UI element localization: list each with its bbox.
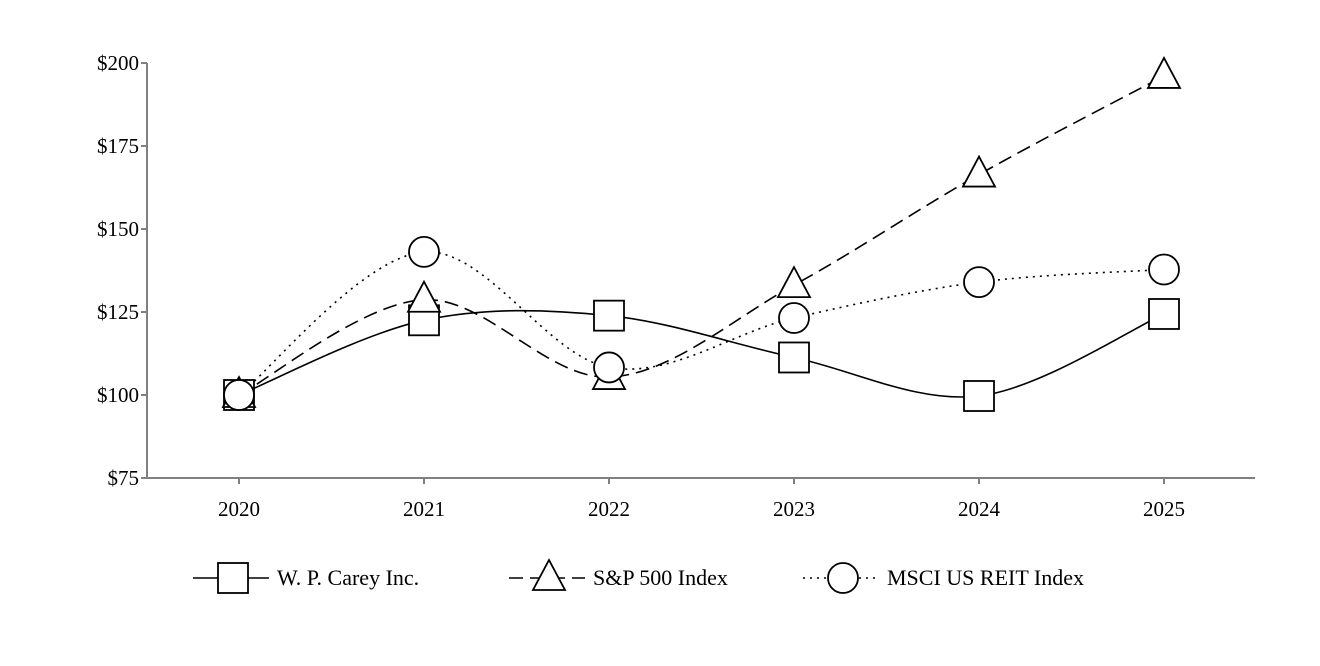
series-s-p-500-index (221, 56, 1182, 408)
x-tick-label: 2024 (958, 497, 1001, 521)
data-point-circle (593, 351, 625, 384)
x-tick-label: 2023 (773, 497, 815, 521)
series-line-w-p-carey-inc (238, 309, 1165, 398)
x-tick-label: 2020 (218, 497, 260, 521)
series-line-s-p-500-index (238, 75, 1165, 396)
data-point-square (778, 341, 810, 374)
x-tick-label: 2025 (1143, 497, 1185, 521)
data-point-circle (408, 236, 440, 268)
legend: W. P. Carey Inc. S&P 500 Index MSCI US REI… (193, 558, 1084, 594)
data-point-circle (1148, 253, 1180, 286)
legend-item-s-p-500-index: S&P 500 Index (509, 558, 728, 591)
series-group (221, 56, 1182, 412)
legend-label: W. P. Carey Inc. (277, 565, 419, 590)
legend-item-w-p-carey-inc: W. P. Carey Inc. (193, 562, 419, 594)
data-point-square (1148, 298, 1180, 330)
legend-marker-triangle (531, 558, 567, 591)
series-msci-us-reit-index (223, 236, 1180, 411)
axes: $75 $100 $125 $150 $175 $200 2020 2021 2022 2023 2… (97, 51, 1255, 521)
data-point-circle (778, 302, 810, 334)
y-tick-label: $175 (97, 134, 139, 158)
legend-marker-circle (827, 562, 859, 594)
series-line-msci-us-reit-index (238, 251, 1165, 396)
y-tick-label: $75 (108, 466, 140, 490)
data-point-square (963, 380, 995, 412)
y-tick-label: $125 (97, 300, 139, 324)
legend-marker-square (217, 562, 249, 594)
y-tick-label: $200 (97, 51, 139, 75)
data-point-triangle (1146, 56, 1182, 89)
x-tick-label: 2021 (403, 497, 445, 521)
x-tick-label: 2022 (588, 497, 630, 521)
data-point-triangle (406, 279, 442, 313)
legend-item-msci-us-reit-index: MSCI US REIT Index (803, 562, 1084, 594)
data-point-square (593, 299, 625, 332)
data-point-triangle (776, 265, 812, 299)
data-point-circle (223, 379, 255, 411)
legend-label: S&P 500 Index (593, 565, 728, 590)
legend-label: MSCI US REIT Index (887, 565, 1084, 590)
data-point-circle (963, 266, 995, 299)
data-point-triangle (961, 154, 997, 188)
y-tick-label: $150 (97, 217, 139, 241)
y-tick-label: $100 (97, 383, 139, 407)
